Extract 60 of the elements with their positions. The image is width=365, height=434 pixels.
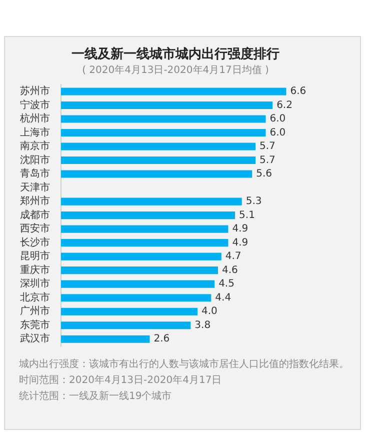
y-tick-label: 西安市 [20,222,50,235]
bar [61,239,228,247]
data-label: 4.9 [232,224,248,235]
bar [61,156,256,164]
bar [61,101,273,110]
data-label: 2.6 [154,334,170,345]
data-label: 5.3 [246,196,262,208]
y-tick-label: 郑州市 [20,195,50,208]
bar [61,280,215,288]
data-label: 5.6 [256,168,272,180]
y-tick-label: 青岛市 [20,168,50,180]
bar [61,308,198,316]
text: 统计范围：一线及新一线19个城市 [19,390,173,404]
y-tick-label: 重庆市 [20,264,50,276]
chart-title: 一线及新一线城市城内出行强度排行 [72,46,280,62]
data-label: 4.9 [232,237,248,248]
bar [61,266,218,274]
bar [61,115,266,123]
y-tick-label: 武汉市 [20,332,50,345]
y-tick-label: 成都市 [20,208,50,221]
bar [61,212,236,220]
data-label: 5.7 [260,141,276,152]
bar [61,142,256,150]
bar [61,294,212,302]
data-label: 5.1 [239,210,255,221]
chart-subtitle: ( 2020年4月13日-2020年4月17日均值 ) [82,64,270,76]
y-tick-label: 深圳市 [20,278,50,290]
data-label: 4.5 [218,278,234,290]
data-label: 6.0 [270,114,286,125]
data-label: 6.0 [270,127,286,138]
text: 城内出行强度：该城市有出行的人数与该城市居住人口比值的指数化结果。 [19,358,349,372]
data-label: 4.4 [215,292,232,304]
y-tick-label: 杭州市 [19,112,50,125]
y-tick-label: 长沙市 [20,236,50,248]
data-label: 6.6 [290,86,306,98]
y-tick-label: 南京市 [20,140,50,152]
y-tick-label: 宁波市 [20,98,50,111]
y-tick-label: 昆明市 [20,250,50,262]
y-tick-label: 广州市 [20,305,50,318]
y-tick-label: 上海市 [20,126,50,138]
bar [61,252,222,260]
y-tick-label: 北京市 [20,291,50,304]
data-label: 5.7 [260,154,276,166]
data-label: 4.7 [225,251,242,262]
y-tick-label: 沈阳市 [20,154,50,166]
data-label: 4.6 [222,264,238,276]
y-tick-label: 天津市 [20,181,50,194]
bar [61,335,150,343]
data-label: 4.0 [202,306,218,318]
bar [61,322,191,330]
text: 时间范围：2020年4月13日-2020年4月17日 [19,374,223,388]
y-tick-label: 苏州市 [20,85,50,98]
data-label: 3.8 [194,320,211,331]
bar [61,170,252,178]
bar [61,225,228,233]
y-tick-label: 东莞市 [20,318,50,331]
bar [61,128,266,137]
bar [61,88,286,96]
data-label: 6.2 [276,100,292,111]
bar [61,198,242,206]
